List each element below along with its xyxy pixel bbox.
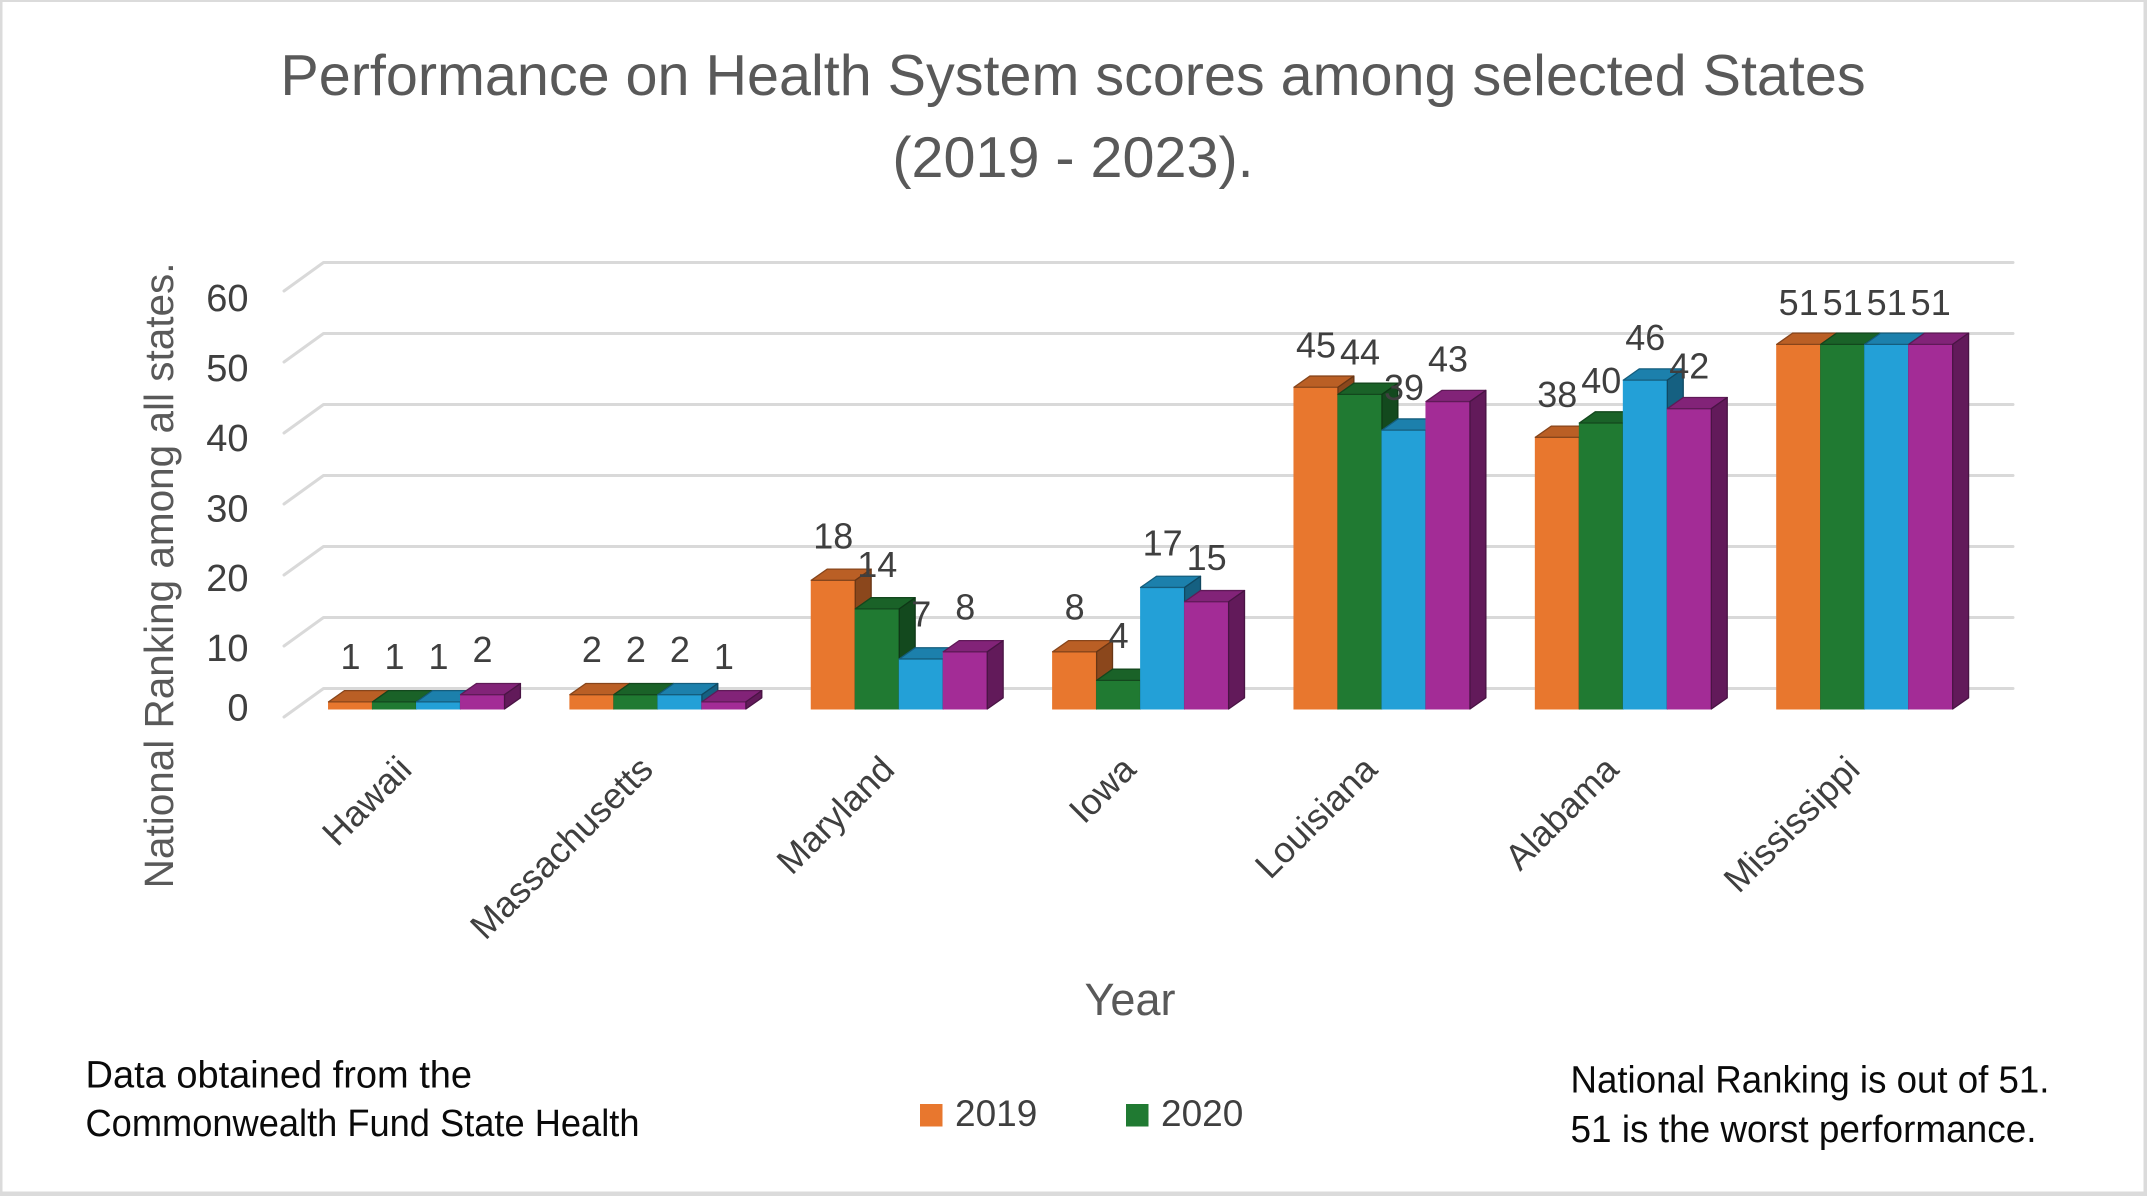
svg-text:43: 43 — [1428, 339, 1468, 380]
svg-text:7: 7 — [911, 594, 931, 635]
svg-text:Data obtained from the: Data obtained from the — [86, 1055, 473, 1097]
svg-text:40: 40 — [206, 418, 248, 460]
svg-text:0: 0 — [227, 688, 248, 730]
svg-text:2019: 2019 — [955, 1093, 1037, 1134]
svg-text:2: 2 — [626, 629, 646, 670]
svg-text:18: 18 — [813, 516, 853, 557]
svg-text:10: 10 — [206, 628, 248, 670]
svg-text:30: 30 — [206, 489, 248, 531]
svg-text:2: 2 — [472, 629, 492, 670]
svg-text:Commonwealth Fund State Health: Commonwealth Fund State Health — [86, 1103, 640, 1145]
svg-text:1: 1 — [340, 636, 360, 677]
svg-text:14: 14 — [857, 544, 897, 585]
svg-text:1: 1 — [384, 636, 404, 677]
svg-text:39: 39 — [1384, 367, 1424, 408]
svg-text:8: 8 — [1065, 587, 1085, 628]
svg-text:8: 8 — [955, 587, 975, 628]
svg-text:2: 2 — [670, 629, 690, 670]
svg-text:Performance on Health System s: Performance on Health System scores amon… — [280, 44, 1865, 108]
svg-text:51: 51 — [1779, 282, 1819, 323]
svg-text:38: 38 — [1537, 374, 1577, 415]
svg-text:50: 50 — [206, 348, 248, 390]
svg-text:4: 4 — [1109, 615, 1129, 656]
svg-text:51: 51 — [1823, 282, 1863, 323]
svg-text:15: 15 — [1187, 537, 1227, 578]
svg-text:46: 46 — [1625, 317, 1665, 358]
svg-text:1: 1 — [428, 636, 448, 677]
svg-text:National Ranking is out of 51.: National Ranking is out of 51. — [1571, 1060, 2050, 1102]
svg-text:2: 2 — [582, 629, 602, 670]
svg-text:51: 51 — [1867, 282, 1907, 323]
svg-text:44: 44 — [1340, 331, 1380, 372]
svg-text:51: 51 — [1911, 282, 1951, 323]
svg-text:40: 40 — [1581, 360, 1621, 401]
svg-text:51 is the worst performance.: 51 is the worst performance. — [1571, 1109, 2037, 1151]
svg-text:National Ranking among all sta: National Ranking among all states. — [136, 262, 182, 888]
svg-text:42: 42 — [1669, 346, 1709, 387]
svg-text:(2019 - 2023).: (2019 - 2023). — [892, 126, 1253, 190]
svg-text:45: 45 — [1296, 324, 1336, 365]
svg-text:Year: Year — [1085, 974, 1176, 1025]
svg-text:2020: 2020 — [1161, 1093, 1243, 1134]
svg-text:20: 20 — [206, 558, 248, 600]
svg-text:60: 60 — [206, 278, 248, 320]
svg-text:17: 17 — [1143, 523, 1183, 564]
svg-text:1: 1 — [714, 636, 734, 677]
